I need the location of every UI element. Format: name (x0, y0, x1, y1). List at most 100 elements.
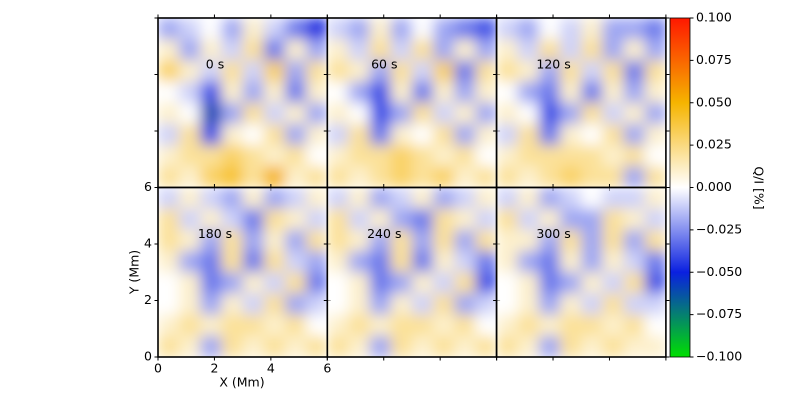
heatmap-cell (623, 251, 646, 273)
heatmap-cell (179, 123, 201, 146)
heatmap-cell (560, 123, 582, 146)
heatmap-cell (538, 335, 561, 357)
heatmap-cell (306, 272, 328, 294)
heatmap-cell (538, 39, 561, 61)
heatmap-cell (390, 39, 413, 61)
heatmap-cell (475, 18, 497, 40)
panel-label: 180 s (198, 226, 232, 241)
heatmap-cell (538, 81, 561, 104)
panel (327, 187, 497, 357)
heatmap-cell (179, 208, 201, 231)
heatmap-cell (369, 18, 392, 40)
heatmap-cell (221, 102, 244, 125)
heatmap-cell (433, 123, 455, 146)
colorbar-tick-label: −0.075 (696, 306, 742, 321)
heatmap-cell (390, 145, 413, 167)
heatmap-cell (433, 145, 455, 167)
heatmap-cell (158, 145, 180, 167)
heatmap-cell (179, 293, 201, 316)
heatmap-cell (433, 335, 455, 357)
heatmap-cell (411, 314, 434, 337)
heatmap-cell (200, 81, 222, 104)
heatmap-cell (581, 229, 603, 252)
heatmap-cell (644, 166, 666, 188)
heatmap-cell (263, 18, 286, 40)
heatmap-cell (475, 145, 497, 167)
heatmap-cell (348, 272, 371, 294)
heatmap-cell (454, 81, 476, 104)
heatmap-cell (602, 18, 625, 40)
heatmap-cell (496, 335, 519, 357)
heatmap-cell (284, 187, 307, 210)
heatmap-cell (284, 81, 307, 104)
heatmap-cell (623, 229, 646, 252)
heatmap-cell (327, 208, 349, 231)
heatmap-cell (538, 187, 561, 210)
heatmap-cell (644, 102, 666, 125)
heatmap-cell (454, 60, 476, 83)
heatmap-cell (158, 60, 180, 83)
heatmap-cell (411, 102, 434, 125)
colorbar-tick-label: −0.050 (696, 264, 742, 279)
heatmap-cell (263, 229, 286, 252)
heatmap-cell (517, 60, 540, 83)
heatmap-cell (221, 18, 244, 40)
heatmap-cell (200, 39, 222, 61)
heatmap-cell (179, 39, 201, 61)
heatmap-cell (623, 335, 646, 357)
heatmap-cell (496, 81, 519, 104)
heatmap-cell (623, 208, 646, 231)
heatmap-cell (390, 229, 413, 252)
heatmap-cell (284, 102, 307, 125)
heatmap-cell (242, 145, 265, 167)
heatmap-cell (644, 314, 666, 337)
heatmap (158, 18, 328, 188)
heatmap-cell (517, 81, 540, 104)
heatmap-cell (200, 18, 222, 40)
heatmap-cell (369, 187, 392, 210)
y-tick-label: 6 (144, 179, 152, 194)
heatmap-cell (538, 60, 561, 83)
heatmap-cell (242, 18, 265, 40)
heatmap-cell (306, 293, 328, 316)
heatmap-cell (496, 102, 519, 125)
colorbar-tick-label: 0.050 (696, 94, 732, 109)
panel (327, 18, 497, 188)
heatmap-cell (433, 229, 455, 252)
heatmap-cell (263, 335, 286, 357)
heatmap-cell (179, 81, 201, 104)
heatmap-cell (644, 145, 666, 167)
heatmap-cell (200, 293, 222, 316)
heatmap (496, 18, 666, 188)
heatmap-cell (158, 272, 180, 294)
heatmap-cell (581, 18, 603, 40)
heatmap-cell (327, 166, 349, 188)
heatmap-cell (560, 187, 582, 210)
heatmap-cell (263, 39, 286, 61)
heatmap-cell (284, 18, 307, 40)
heatmap-cell (454, 272, 476, 294)
heatmap-cell (433, 272, 455, 294)
heatmap-cell (644, 251, 666, 273)
heatmap-cell (581, 166, 603, 188)
heatmap-cell (242, 166, 265, 188)
heatmap-cell (284, 60, 307, 83)
heatmap-cell (242, 335, 265, 357)
heatmap-cell (179, 145, 201, 167)
heatmap-cell (538, 272, 561, 294)
heatmap-cell (560, 293, 582, 316)
heatmap-cell (263, 145, 286, 167)
heatmap-cell (306, 145, 328, 167)
heatmap-cell (221, 251, 244, 273)
heatmap-cell (517, 251, 540, 273)
heatmap-cell (602, 251, 625, 273)
heatmap-cell (158, 123, 180, 146)
heatmap-cell (454, 251, 476, 273)
heatmap-cell (411, 335, 434, 357)
heatmap-cell (284, 314, 307, 337)
heatmap-cell (581, 251, 603, 273)
heatmap-cell (560, 251, 582, 273)
heatmap-cell (454, 335, 476, 357)
heatmap-cell (475, 60, 497, 83)
heatmap-cell (602, 272, 625, 294)
